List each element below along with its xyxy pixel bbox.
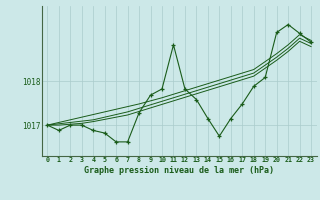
X-axis label: Graphe pression niveau de la mer (hPa): Graphe pression niveau de la mer (hPa) — [84, 166, 274, 175]
